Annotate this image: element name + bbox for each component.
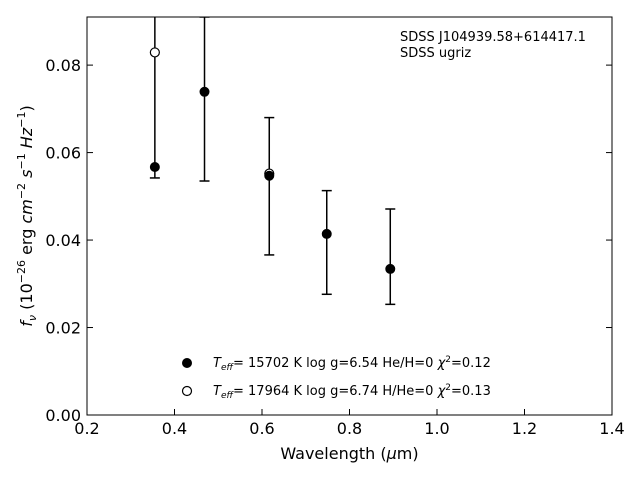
error-bar bbox=[321, 189, 332, 296]
x-axis-title: Wavelength (μm) bbox=[280, 444, 418, 463]
y-axis: 0.00 0.02 0.04 0.06 0.08 bbox=[45, 56, 612, 425]
open-point bbox=[149, 47, 160, 58]
x-tick-label: 0.4 bbox=[162, 419, 187, 438]
error-bar bbox=[199, 17, 210, 182]
filled-point bbox=[385, 263, 396, 274]
filled-point bbox=[149, 162, 160, 173]
legend-marker-open bbox=[181, 385, 193, 397]
x-tick-label: 1.2 bbox=[512, 419, 537, 438]
error-bar bbox=[264, 116, 275, 256]
filled-point bbox=[199, 86, 210, 97]
y-tick-label: 0.04 bbox=[45, 231, 81, 250]
photometry-label: SDSS ugriz bbox=[400, 46, 471, 61]
y-tick-label: 0.02 bbox=[45, 319, 81, 338]
legend: Teff= 15702 K log g=6.54 He/H=0 χ2=0.12 … bbox=[181, 355, 491, 401]
y-tick-label: 0.00 bbox=[45, 406, 81, 425]
x-axis: 0.2 0.4 0.6 0.8 1.0 1.2 1.4 bbox=[74, 409, 625, 438]
filled-point bbox=[321, 228, 332, 239]
legend-entry-2: Teff= 17964 K log g=6.74 H/He=0 χ2=0.13 bbox=[213, 383, 491, 401]
x-tick-label: 1.4 bbox=[599, 419, 624, 438]
y-tick-label: 0.06 bbox=[45, 144, 81, 163]
legend-marker-filled bbox=[182, 358, 192, 368]
object-name: SDSS J104939.58+614417.1 bbox=[400, 30, 586, 45]
error-bars bbox=[149, 17, 396, 306]
x-tick-label: 1.0 bbox=[424, 419, 449, 438]
data-markers bbox=[149, 47, 396, 274]
x-tick-label: 0.2 bbox=[74, 419, 99, 438]
x-tick-label: 0.6 bbox=[249, 419, 274, 438]
x-tick-label: 0.8 bbox=[337, 419, 362, 438]
error-bar bbox=[385, 208, 396, 306]
legend-entry-1: Teff= 15702 K log g=6.54 He/H=0 χ2=0.12 bbox=[213, 355, 491, 373]
y-axis-title: fν (10−26 erg cm−2 s−1 Hz−1) bbox=[15, 105, 39, 326]
filled-point bbox=[264, 170, 275, 181]
error-bar bbox=[149, 17, 160, 179]
y-tick-label: 0.08 bbox=[45, 56, 81, 75]
